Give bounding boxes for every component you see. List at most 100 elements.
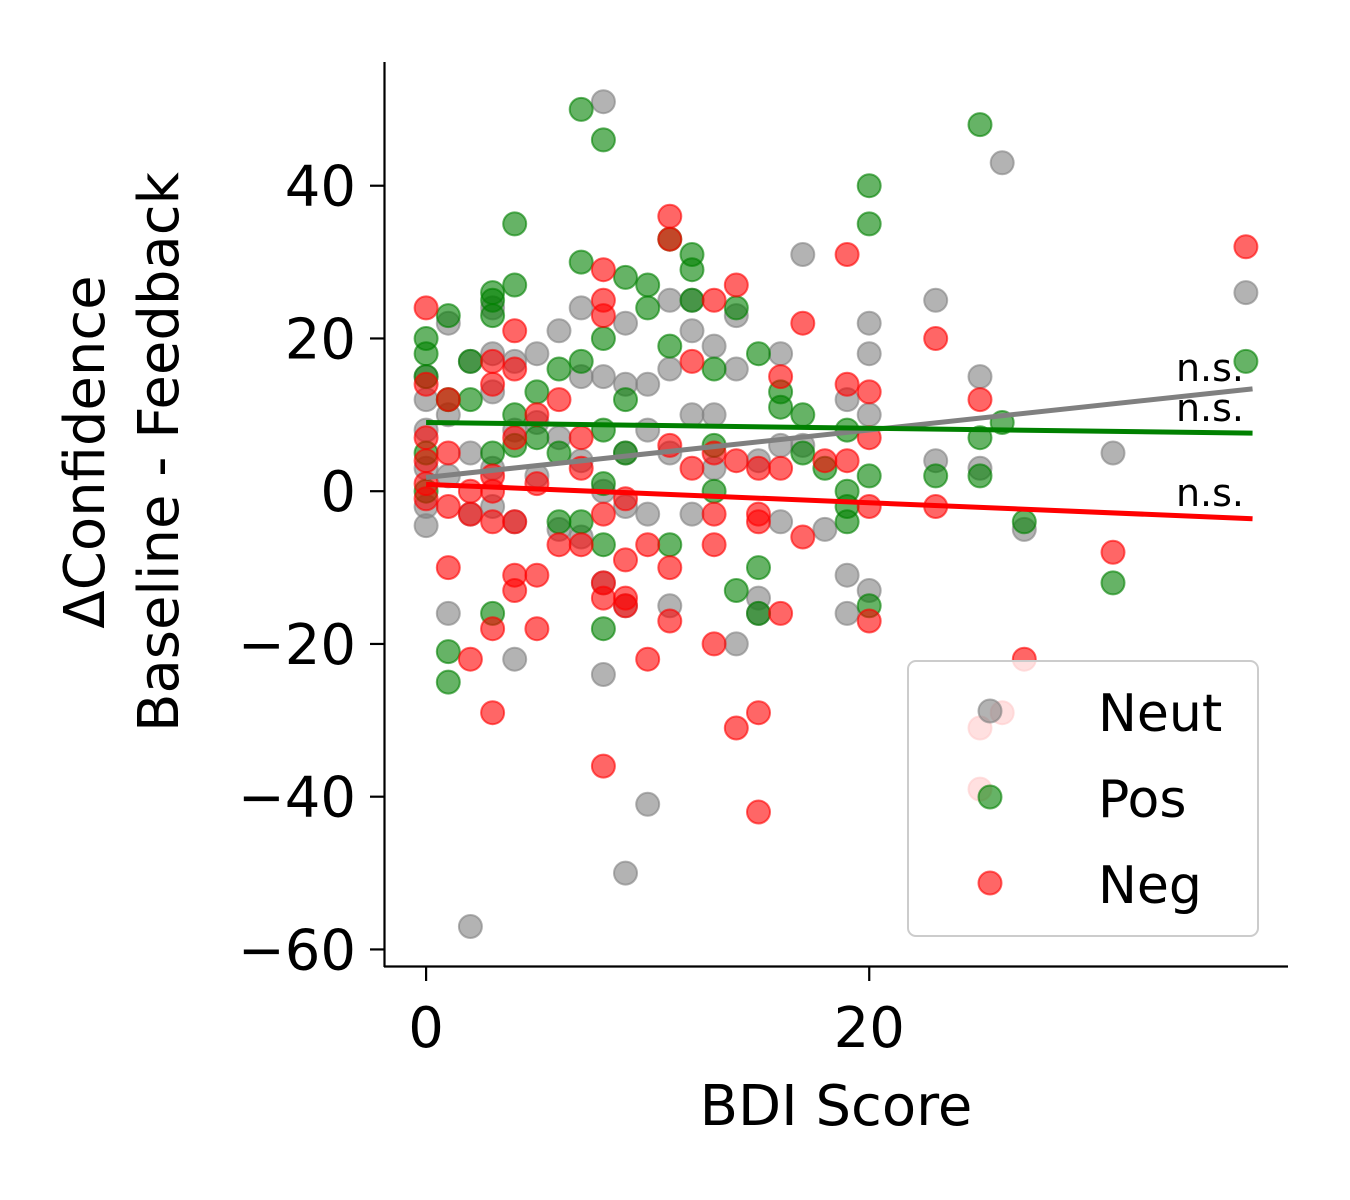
y-axis-label-line-1: ΔConfidence <box>53 275 118 628</box>
point-neg <box>568 532 594 558</box>
point-neg <box>746 700 771 726</box>
point-pos <box>590 532 616 558</box>
point-neg <box>657 203 683 229</box>
point-neut <box>635 501 661 527</box>
point-pos <box>457 387 483 413</box>
point-pos <box>413 341 439 367</box>
point-pos <box>768 394 794 420</box>
point-neut <box>967 364 993 390</box>
point-neg <box>790 310 816 336</box>
point-neut <box>701 333 727 359</box>
point-neg <box>613 593 638 619</box>
point-neg <box>568 425 594 451</box>
point-neg <box>435 555 461 581</box>
scatter-points <box>413 89 1259 939</box>
point-neut <box>502 646 528 672</box>
point-pos <box>679 257 705 283</box>
legend-marker-neg <box>977 870 1003 896</box>
point-pos <box>790 402 816 428</box>
point-neut <box>834 600 860 626</box>
legend: Neut Pos Neg <box>907 660 1259 937</box>
y-axis-label-line-2: Baseline - Feedback <box>127 171 192 731</box>
point-neg <box>546 532 572 558</box>
point-pos <box>834 509 860 535</box>
fit-annotation-neut: n.s. <box>1176 346 1244 390</box>
legend-box <box>907 660 1259 937</box>
point-neg <box>590 585 616 611</box>
point-pos <box>613 264 638 290</box>
y-tick-label: −60 <box>238 918 356 983</box>
point-pos <box>590 127 616 153</box>
point-neg <box>546 387 572 413</box>
point-neut <box>723 631 749 657</box>
point-neg <box>856 379 882 405</box>
point-pos <box>590 417 616 443</box>
point-neut <box>590 89 616 115</box>
point-neg <box>768 455 794 481</box>
point-neg <box>413 448 439 474</box>
point-pos <box>923 463 949 489</box>
point-neg <box>502 425 528 451</box>
point-pos <box>568 249 594 275</box>
point-pos <box>568 96 594 122</box>
point-neg <box>413 295 439 321</box>
point-pos <box>524 379 550 405</box>
point-neut <box>635 371 661 397</box>
point-neg <box>834 448 860 474</box>
point-neg <box>701 631 727 657</box>
point-neut <box>790 242 816 267</box>
point-neut <box>635 417 661 443</box>
point-neg <box>435 387 461 413</box>
point-pos <box>568 509 594 535</box>
point-neg <box>524 562 550 588</box>
point-neut <box>590 364 616 390</box>
point-pos <box>723 295 749 321</box>
point-neg <box>413 486 439 512</box>
point-neg <box>657 608 683 634</box>
point-neg <box>613 547 638 573</box>
point-neg <box>480 509 506 535</box>
point-neut <box>989 150 1015 176</box>
point-pos <box>679 287 705 313</box>
point-neut <box>546 318 572 344</box>
point-neg <box>746 799 771 825</box>
point-neg <box>1233 234 1259 260</box>
point-neg <box>746 455 771 481</box>
point-neg <box>457 478 483 504</box>
x-axis-label: BDI Score <box>700 1074 973 1139</box>
point-neg <box>834 242 860 267</box>
point-neut <box>701 402 727 428</box>
legend-label-pos: Pos <box>1098 770 1186 830</box>
fit-annotations: n.s.n.s.n.s. <box>1176 346 1244 515</box>
point-pos <box>435 639 461 665</box>
point-pos <box>657 333 683 359</box>
point-neut <box>657 356 683 382</box>
point-neg <box>480 700 506 726</box>
point-neut <box>812 516 838 542</box>
legend-label-neg: Neg <box>1098 856 1202 916</box>
point-pos <box>546 356 572 382</box>
point-neg <box>967 387 993 413</box>
point-pos <box>435 303 461 329</box>
point-pos <box>856 173 882 199</box>
point-neut <box>457 914 483 939</box>
point-neg <box>923 326 949 351</box>
point-pos <box>723 578 749 603</box>
y-tick-label: −40 <box>238 766 356 831</box>
point-pos <box>701 356 727 382</box>
point-neut <box>1233 280 1259 306</box>
point-neut <box>613 860 638 886</box>
point-neg <box>524 616 550 642</box>
point-pos <box>435 669 461 695</box>
point-pos <box>502 272 528 298</box>
point-neg <box>1100 539 1126 565</box>
y-tick-label: 40 <box>285 155 356 220</box>
point-pos <box>856 211 882 237</box>
point-neg <box>457 646 483 672</box>
legend-marker-neut <box>977 698 1003 724</box>
point-pos <box>746 341 771 367</box>
point-pos <box>1100 570 1126 596</box>
series-pos-points <box>413 96 1259 695</box>
point-neut <box>768 341 794 367</box>
point-pos <box>502 211 528 237</box>
